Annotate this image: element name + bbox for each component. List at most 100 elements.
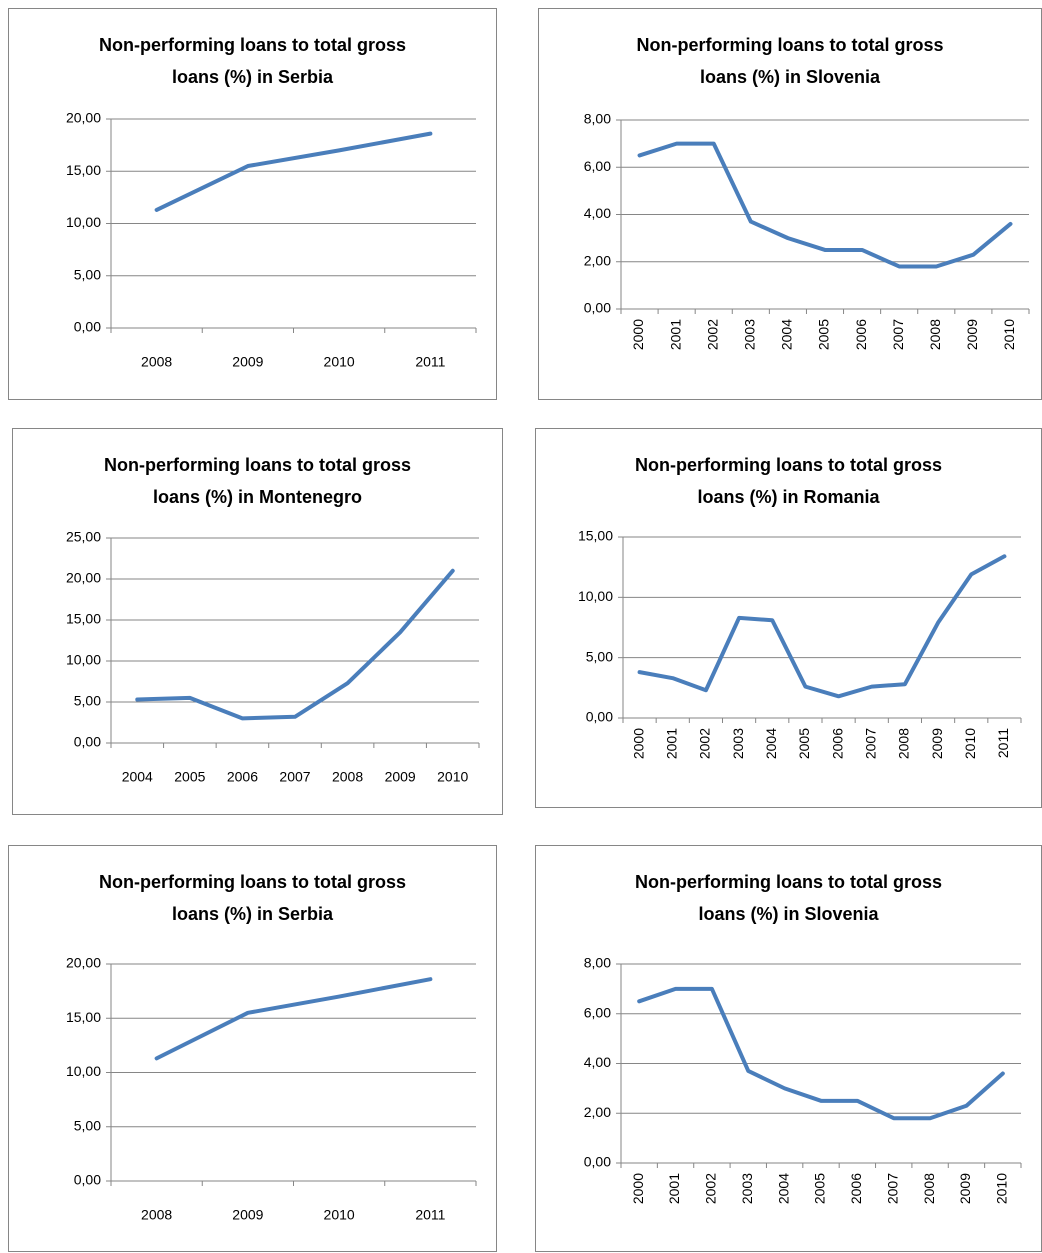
x-tick-label: 2004 [763,728,779,759]
chart-title: Non-performing loans to total gross loan… [636,35,944,87]
x-tick-label: 2009 [929,728,945,759]
x-tick-label: 2002 [703,1173,719,1204]
y-tick-label: 15,00 [66,162,101,178]
chart: 0,00 5,00 10,00 15,00 20,00 25,00 2004 2005 2006… [66,529,480,785]
x-tick-label: 2011 [995,728,1011,758]
y-tick-label: 0,00 [584,1154,611,1170]
y-tick-label: 4,00 [584,1054,611,1070]
x-tick-label: 2005 [174,769,205,785]
x-tick-label: 2008 [141,354,172,370]
chart: 0,00 5,00 10,00 15,00 20,00 2008 2009 2010 2011 [66,955,477,1223]
chart-title: Non-performing loans to total gross loan… [103,455,411,507]
x-tick-label: 2004 [122,769,153,785]
x-tick-label: 2009 [957,1173,973,1204]
y-tick-label: 20,00 [66,570,101,586]
x-tick-label: 2010 [962,728,978,759]
x-tick-label: 2011 [415,354,445,370]
data-line [135,568,455,721]
chart-title: Non-performing loans to total gross loan… [634,872,942,924]
y-tick-label: 15,00 [578,528,613,544]
y-tick-label: 5,00 [74,266,101,282]
y-tick-label: 2,00 [584,1104,611,1120]
y-tick-label: 0,00 [74,319,101,335]
y-tick-label: 20,00 [66,110,101,126]
y-tick-label: 0,00 [74,734,101,750]
y-tick-label: 8,00 [584,111,611,127]
y-tick-label: 0,00 [74,1172,101,1188]
x-tick-label: 2010 [324,354,355,370]
chart-title: Non-performing loans to total gross loan… [634,455,942,507]
y-tick-label: 5,00 [74,693,101,709]
x-tick-label: 2009 [232,1207,263,1223]
data-line [637,986,1005,1121]
y-tick-label: 15,00 [66,611,101,627]
x-tick-label: 2009 [232,354,263,370]
y-tick-label: 10,00 [578,588,613,604]
x-tick-label: 2010 [324,1207,355,1223]
y-tick-label: 15,00 [66,1009,101,1025]
x-tick-label: 2010 [994,1173,1010,1204]
y-tick-label: 6,00 [584,1004,611,1020]
x-tick-label: 2007 [279,769,310,785]
y-tick-label: 8,00 [584,955,611,971]
x-tick-label: 2004 [775,1173,791,1204]
x-tick-label: 2003 [730,728,746,759]
chart-panel: Non-performing loans to total gross loan… [538,8,1042,400]
x-tick-label: 2006 [227,769,258,785]
chart: 0,00 5,00 10,00 15,00 2000 2001 2002 2003 2004 20… [578,528,1022,759]
x-tick-label: 2000 [630,1173,646,1204]
x-tick-label: 2002 [704,319,720,350]
x-tick-label: 2000 [630,728,646,759]
x-tick-label: 2006 [848,1173,864,1204]
x-tick-label: 2011 [415,1207,445,1223]
x-tick-label: 2001 [667,319,683,350]
y-tick-label: 10,00 [66,214,101,230]
y-tick-label: 2,00 [584,252,611,268]
x-tick-label: 2009 [964,319,980,350]
chart: 0,00 2,00 4,00 6,00 8,00 2000 2001 2002 2003 2004… [584,111,1030,350]
x-tick-label: 2008 [921,1173,937,1204]
y-tick-label: 5,00 [74,1117,101,1133]
y-tick-label: 0,00 [586,709,613,725]
x-tick-label: 2001 [666,1173,682,1204]
x-tick-label: 2010 [437,769,468,785]
x-tick-label: 2008 [927,319,943,350]
data-line [154,131,433,212]
data-line [637,554,1007,699]
x-tick-label: 2005 [816,319,832,350]
x-tick-label: 2008 [896,728,912,759]
x-tick-label: 2006 [853,319,869,350]
x-tick-label: 2000 [630,319,646,350]
x-tick-label: 2003 [742,319,758,350]
x-tick-label: 2001 [663,728,679,759]
chart-panel: Non-performing loans to total gross loan… [535,428,1042,808]
x-tick-label: 2003 [739,1173,755,1204]
data-line [154,977,433,1061]
chart-panel: Non-performing loans to total gross loan… [8,8,497,400]
x-tick-label: 2006 [829,728,845,759]
x-tick-label: 2007 [890,319,906,350]
x-tick-label: 2008 [141,1207,172,1223]
chart: 0,00 2,00 4,00 6,00 8,00 2000 2001 2002 2003 2004… [584,955,1022,1204]
x-tick-label: 2007 [862,728,878,759]
x-tick-label: 2005 [796,728,812,759]
x-tick-label: 2007 [884,1173,900,1204]
chart-panel: Non-performing loans to total gross loan… [535,845,1042,1252]
data-line [637,141,1013,269]
chart-title: Non-performing loans to total gross loan… [98,872,406,924]
chart-title: Non-performing loans to total gross loan… [98,35,406,87]
y-tick-label: 0,00 [584,300,611,316]
chart-panel: Non-performing loans to total gross loan… [8,845,497,1252]
chart: 0,00 5,00 10,00 15,00 20,00 2008 2009 2010 2011 [66,110,477,370]
x-tick-label: 2009 [385,769,416,785]
x-tick-label: 2002 [697,728,713,759]
y-tick-label: 4,00 [584,205,611,221]
x-tick-label: 2005 [812,1173,828,1204]
y-tick-label: 10,00 [66,1063,101,1079]
y-tick-label: 20,00 [66,955,101,971]
x-tick-label: 2010 [1001,319,1017,350]
chart-panel: Non-performing loans to total gross loan… [12,428,503,815]
y-tick-label: 6,00 [584,158,611,174]
y-tick-label: 10,00 [66,652,101,668]
